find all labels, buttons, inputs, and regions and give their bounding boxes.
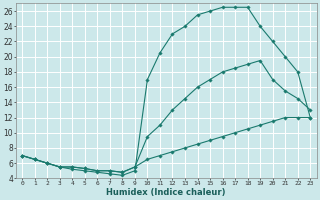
X-axis label: Humidex (Indice chaleur): Humidex (Indice chaleur) — [107, 188, 226, 197]
